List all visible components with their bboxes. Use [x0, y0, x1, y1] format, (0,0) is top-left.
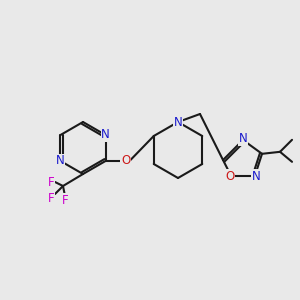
- Text: F: F: [48, 176, 54, 188]
- Text: F: F: [62, 194, 68, 206]
- Text: N: N: [174, 116, 182, 128]
- Text: N: N: [101, 128, 110, 142]
- Text: N: N: [251, 170, 260, 183]
- Text: F: F: [48, 191, 54, 205]
- Text: N: N: [56, 154, 65, 167]
- Text: O: O: [226, 170, 235, 183]
- Text: N: N: [238, 133, 247, 146]
- Text: O: O: [121, 154, 130, 167]
